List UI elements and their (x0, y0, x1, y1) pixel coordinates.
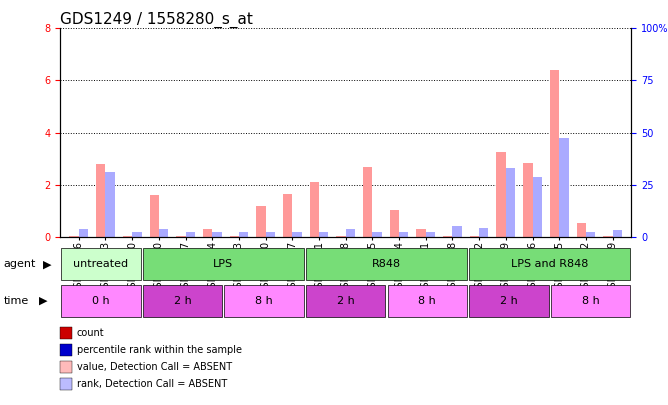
Bar (230, 236, 239, 237)
Bar (143, 285, 222, 317)
Bar (310, 182, 319, 237)
Bar (132, 232, 142, 237)
Text: untreated: untreated (73, 259, 128, 269)
Bar (426, 232, 435, 237)
Text: ▶: ▶ (43, 260, 52, 269)
Text: ▶: ▶ (39, 296, 47, 305)
Bar (506, 168, 515, 237)
Bar (469, 285, 548, 317)
Bar (346, 228, 355, 237)
Bar (79, 228, 88, 237)
Bar (532, 177, 542, 237)
Bar (452, 226, 462, 237)
Bar (479, 228, 488, 237)
Bar (123, 236, 132, 237)
Text: LPS and R848: LPS and R848 (511, 259, 589, 269)
Bar (319, 232, 329, 237)
Bar (603, 236, 613, 237)
Bar (61, 285, 141, 317)
Bar (239, 232, 248, 237)
Text: rank, Detection Call = ABSENT: rank, Detection Call = ABSENT (77, 379, 227, 389)
Text: 8 h: 8 h (418, 296, 436, 306)
Bar (443, 236, 452, 237)
Text: value, Detection Call = ABSENT: value, Detection Call = ABSENT (77, 362, 232, 372)
Bar (266, 232, 275, 237)
Bar (150, 195, 159, 237)
Text: 8 h: 8 h (582, 296, 599, 306)
Bar (212, 232, 222, 237)
Text: GDS1249 / 1558280_s_at: GDS1249 / 1558280_s_at (60, 12, 253, 28)
Text: percentile rank within the sample: percentile rank within the sample (77, 345, 242, 355)
Bar (372, 232, 381, 237)
Text: R848: R848 (372, 259, 401, 269)
Bar (469, 248, 630, 280)
Bar (576, 223, 586, 237)
Bar (306, 285, 385, 317)
Bar (387, 285, 467, 317)
Bar (143, 248, 304, 280)
Bar (363, 166, 372, 237)
Bar (416, 229, 426, 237)
Text: 8 h: 8 h (255, 296, 273, 306)
Bar (224, 285, 304, 317)
Bar (203, 229, 212, 237)
Bar (523, 163, 532, 237)
Text: count: count (77, 328, 104, 338)
Bar (399, 232, 408, 237)
Bar (283, 194, 293, 237)
Text: 2 h: 2 h (500, 296, 518, 306)
Text: agent: agent (3, 260, 35, 269)
Bar (106, 172, 115, 237)
Bar (470, 236, 479, 237)
Bar (159, 229, 168, 237)
Bar (293, 232, 302, 237)
Bar (550, 285, 630, 317)
Bar (613, 230, 622, 237)
Bar (61, 248, 141, 280)
Bar (559, 138, 568, 237)
Text: 2 h: 2 h (174, 296, 192, 306)
Bar (337, 236, 346, 237)
Bar (96, 164, 106, 237)
Text: time: time (3, 296, 29, 305)
Text: 2 h: 2 h (337, 296, 355, 306)
Bar (586, 232, 595, 237)
Bar (550, 70, 559, 237)
Bar (257, 206, 266, 237)
Bar (389, 209, 399, 237)
Bar (496, 152, 506, 237)
Bar (306, 248, 467, 280)
Bar (69, 236, 79, 237)
Text: 0 h: 0 h (92, 296, 110, 306)
Text: LPS: LPS (213, 259, 233, 269)
Bar (176, 236, 186, 237)
Bar (186, 232, 195, 237)
